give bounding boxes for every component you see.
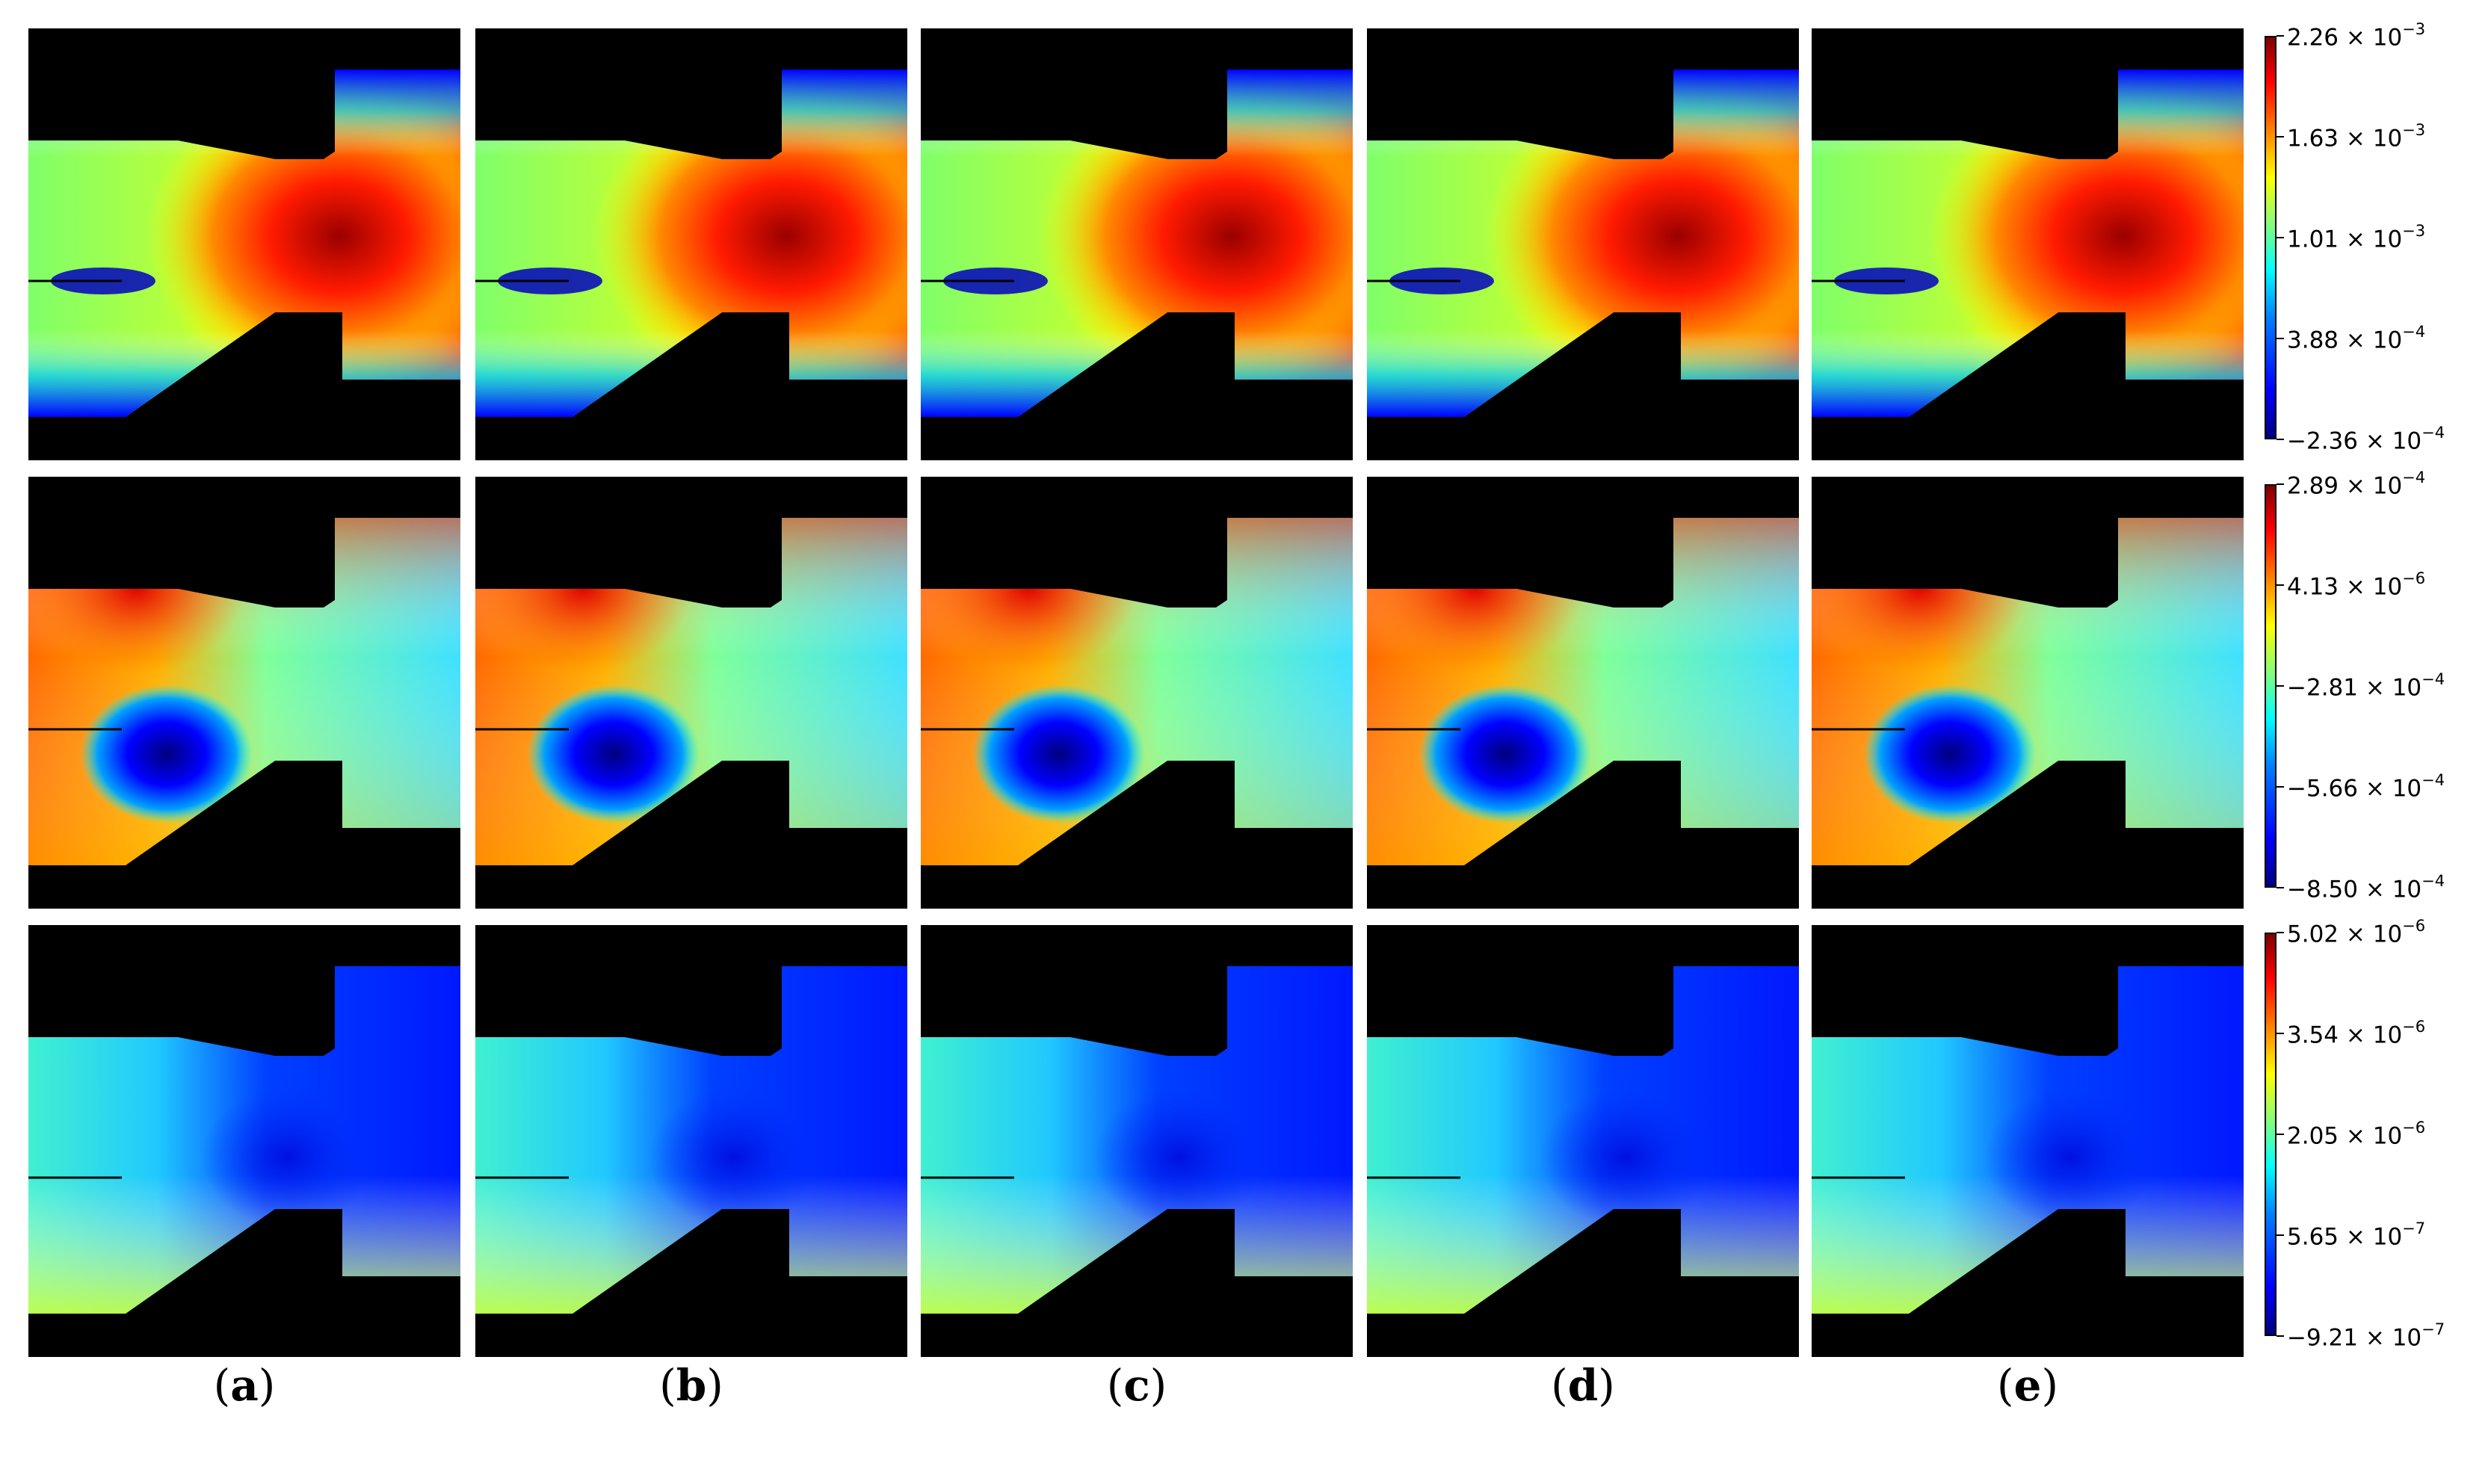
contour-plot	[475, 28, 907, 460]
colorbar-tick-mark	[2277, 786, 2284, 788]
column-label-d: (d)	[1551, 1360, 1615, 1411]
contour-plot	[475, 925, 907, 1357]
colorbar-tick-label: 2.26 × 10−3	[2287, 20, 2426, 52]
contour-plot	[1812, 925, 2244, 1357]
colorbar-tick-label: −2.81 × 10−4	[2287, 670, 2445, 702]
contour-plot	[1367, 477, 1799, 909]
field-panel-row3-d	[1367, 925, 1799, 1357]
field-panel-row3-b	[475, 925, 907, 1357]
colorbar-row2	[2265, 484, 2277, 888]
contour-plot	[1812, 477, 2244, 909]
contour-plot	[921, 28, 1353, 460]
colorbar-tick-mark	[2277, 584, 2284, 586]
contour-plot	[921, 477, 1353, 909]
contour-plot	[1812, 28, 2244, 460]
field-panel-row3-e	[1812, 925, 2244, 1357]
field-panel-row1-c	[921, 28, 1353, 460]
colorbar-tick-mark	[2277, 1335, 2284, 1337]
colorbar-tick-label: −5.66 × 10−4	[2287, 771, 2445, 803]
colorbar-tick-label: −2.36 × 10−4	[2287, 424, 2445, 455]
colorbar-row1	[2265, 36, 2277, 439]
colorbar-tick-mark	[2277, 439, 2284, 440]
colorbar-tick-mark	[2277, 483, 2284, 485]
contour-plot	[921, 925, 1353, 1357]
contour-plot	[1367, 28, 1799, 460]
colorbar-tick-mark	[2277, 338, 2284, 339]
field-panel-row2-c	[921, 477, 1353, 909]
colorbar-tick-mark	[2277, 887, 2284, 888]
colorbar-tick-mark	[2277, 136, 2284, 137]
field-panel-row2-b	[475, 477, 907, 909]
contour-plot	[28, 28, 460, 460]
colorbar-tick-mark	[2277, 1234, 2284, 1236]
colorbar-tick-mark	[2277, 237, 2284, 238]
colorbar-row3	[2265, 933, 2277, 1336]
contour-plot	[28, 925, 460, 1357]
colorbar-tick-label: 5.02 × 10−6	[2287, 917, 2426, 948]
colorbar-tick-mark	[2277, 685, 2284, 687]
column-label-e: (e)	[1996, 1360, 2059, 1411]
colorbar-tick-label: 1.63 × 10−3	[2287, 121, 2426, 152]
field-panel-row1-b	[475, 28, 907, 460]
column-label-c: (c)	[1106, 1360, 1167, 1411]
field-panel-row2-d	[1367, 477, 1799, 909]
field-panel-row1-a	[28, 28, 460, 460]
field-panel-row1-e	[1812, 28, 2244, 460]
colorbar-tick-label: −9.21 × 10−7	[2287, 1320, 2445, 1352]
colorbar-tick-mark	[2277, 1033, 2284, 1034]
field-panel-row1-d	[1367, 28, 1799, 460]
column-label-b: (b)	[659, 1360, 723, 1411]
colorbar-tick-label: 3.88 × 10−4	[2287, 323, 2426, 354]
contour-plot	[1367, 925, 1799, 1357]
field-panel-row2-e	[1812, 477, 2244, 909]
colorbar-tick-mark	[2277, 1134, 2284, 1135]
colorbar-tick-mark	[2277, 932, 2284, 933]
colorbar-tick-label: 4.13 × 10−6	[2287, 569, 2426, 601]
field-panel-row2-a	[28, 477, 460, 909]
colorbar-tick-mark	[2277, 35, 2284, 37]
contour-plot	[28, 477, 460, 909]
colorbar-tick-label: 3.54 × 10−6	[2287, 1018, 2426, 1049]
colorbar-tick-label: 1.01 × 10−3	[2287, 222, 2426, 253]
field-panel-row3-c	[921, 925, 1353, 1357]
colorbar-tick-label: −8.50 × 10−4	[2287, 872, 2445, 903]
colorbar-tick-label: 5.65 × 10−7	[2287, 1219, 2426, 1251]
colorbar-tick-label: 2.89 × 10−4	[2287, 469, 2426, 500]
field-panel-row3-a	[28, 925, 460, 1357]
colorbar-tick-label: 2.05 × 10−6	[2287, 1119, 2426, 1150]
column-label-a: (a)	[213, 1360, 276, 1411]
contour-plot	[475, 477, 907, 909]
